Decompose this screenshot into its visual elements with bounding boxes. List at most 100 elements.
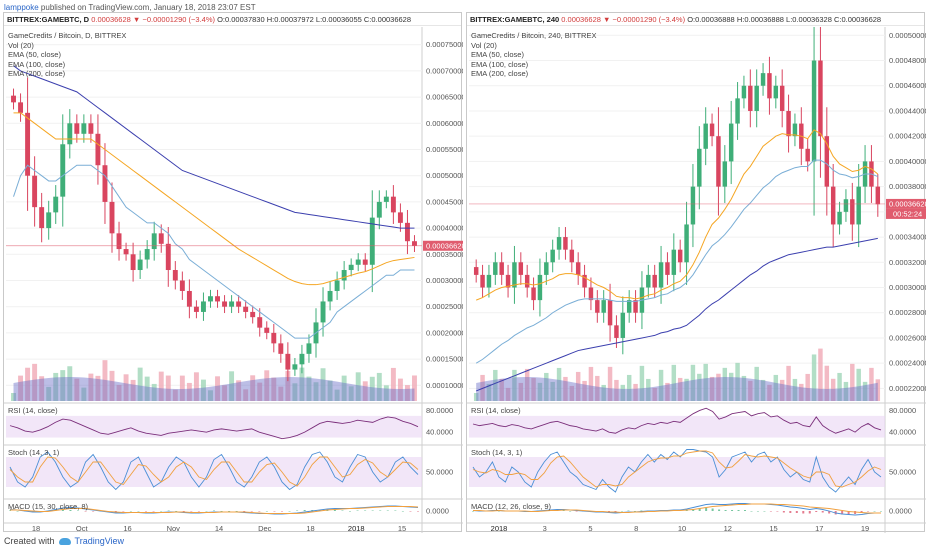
macd-histogram-bar	[873, 511, 876, 512]
y-tick-label: 0.00034000	[889, 233, 926, 242]
x-tick-label: 2018	[348, 524, 365, 533]
candle-body	[208, 296, 213, 302]
candle-body	[32, 175, 38, 208]
rsi-tick-label: 80.0000	[426, 406, 453, 415]
candle-body	[652, 274, 657, 288]
macd-histogram-bar	[197, 511, 200, 512]
stoch-label: Stoch (14, 3, 1)	[8, 448, 60, 457]
candle-body	[88, 123, 94, 134]
chart-panel-240[interactable]: BITTREX:GAMEBTC, 240 0.00036628 ▼ −0.000…	[466, 12, 926, 533]
candle-body	[165, 243, 171, 271]
candle-body	[531, 287, 536, 301]
ema100-line	[13, 164, 415, 339]
candle-body	[306, 343, 312, 354]
macd-histogram-bar	[92, 511, 95, 512]
macd-histogram-bar	[386, 510, 389, 511]
volume-bar	[320, 368, 326, 401]
volume-bar	[186, 382, 192, 401]
candle-body	[824, 136, 830, 187]
volume-bar	[404, 385, 410, 401]
tradingview-brand[interactable]: TradingView	[74, 536, 125, 546]
volume-bar	[18, 375, 24, 401]
macd-tick-label: 0.0000	[426, 507, 449, 516]
macd-histogram-bar	[633, 511, 636, 512]
macd-histogram-bar	[562, 510, 565, 511]
macd-histogram-bar	[685, 510, 688, 511]
author-link[interactable]: lamppoke	[4, 3, 39, 12]
volume-bar	[493, 369, 498, 401]
volume-bar	[348, 386, 354, 401]
candle-body	[390, 196, 396, 213]
macd-histogram-bar	[122, 511, 125, 512]
macd-histogram-bar	[795, 511, 798, 513]
y-tick-label: 0.00044000	[889, 106, 926, 115]
macd-histogram-bar	[614, 511, 617, 512]
candle-body	[805, 148, 810, 162]
macd-histogram-bar	[318, 510, 321, 511]
candle-body	[658, 262, 664, 288]
volume-bar	[130, 379, 136, 401]
macd-histogram-bar	[737, 510, 740, 511]
macd-histogram-bar	[828, 511, 831, 514]
candle-body	[11, 95, 16, 103]
y-tick-label: 0.00030000	[889, 283, 926, 292]
legend-title: GameCredits / Bitcoin, 240, BITTREX	[471, 31, 597, 40]
stoch-d-line	[9, 456, 419, 487]
volume-bar	[524, 368, 530, 401]
footer: Created with TradingView	[4, 536, 124, 546]
macd-histogram-bar	[409, 511, 412, 512]
chart-panel-daily[interactable]: BITTREX:GAMEBTC, D 0.00036628 ▼ −0.00001…	[3, 12, 463, 533]
candle-body	[369, 217, 375, 265]
volume-bar	[633, 383, 638, 401]
candle-body	[512, 262, 517, 288]
macd-histogram-bar	[311, 510, 314, 511]
candle-body	[735, 98, 740, 124]
macd-histogram-bar	[417, 511, 419, 512]
candle-body	[537, 274, 543, 301]
candle-body	[601, 300, 606, 313]
y-tick-label: 0.00050000	[889, 31, 926, 40]
volume-bar	[278, 386, 284, 401]
y-tick-label: 0.00070000	[426, 66, 463, 75]
candle-body	[614, 325, 619, 338]
volume-bar	[193, 372, 199, 401]
chart-canvas[interactable]: 0.00050000 0.00048000 0.00046000 0.00044000…	[467, 27, 926, 533]
macd-histogram-bar	[129, 511, 132, 512]
volume-bar	[257, 382, 263, 401]
macd-histogram-bar	[763, 511, 766, 512]
macd-histogram-bar	[711, 508, 714, 511]
y-tick-label: 0.00024000	[889, 359, 926, 368]
x-tick-label: 2018	[491, 524, 508, 533]
x-tick-label: 5	[588, 524, 592, 533]
volume-bar	[362, 381, 368, 401]
volume-bar	[236, 380, 242, 401]
volume-bar	[646, 378, 651, 401]
down-arrow-icon: ▼	[603, 15, 611, 24]
candle-body	[850, 199, 855, 225]
candle-body	[215, 296, 220, 302]
candle-body	[792, 123, 798, 137]
volume-bar	[32, 363, 38, 401]
volume-bar	[518, 382, 524, 401]
macd-histogram-bar	[692, 509, 695, 511]
volume-bar	[299, 367, 305, 401]
macd-histogram-bar	[718, 509, 721, 511]
volume-bar	[383, 385, 389, 401]
candle-body	[818, 60, 823, 137]
volume-bar	[376, 372, 382, 401]
rsi-tick-label: 40.0000	[889, 428, 916, 437]
macd-histogram-bar	[569, 511, 572, 512]
volume-bar	[735, 362, 740, 401]
candle-body	[158, 233, 164, 244]
volume-bar	[81, 387, 87, 401]
chart-canvas[interactable]: 0.00075000 0.00070000 0.00065000 0.00060000…	[4, 27, 463, 533]
x-tick-label: 12	[724, 524, 732, 533]
volume-bar	[390, 367, 396, 401]
macd-histogram-bar	[190, 511, 193, 512]
candle-body	[633, 300, 638, 313]
volume-bar	[639, 365, 645, 401]
volume-bar	[306, 376, 312, 401]
published-text: published on TradingView.com, January 18…	[40, 3, 256, 12]
macd-histogram-bar	[84, 511, 87, 512]
countdown-tag	[886, 208, 926, 219]
